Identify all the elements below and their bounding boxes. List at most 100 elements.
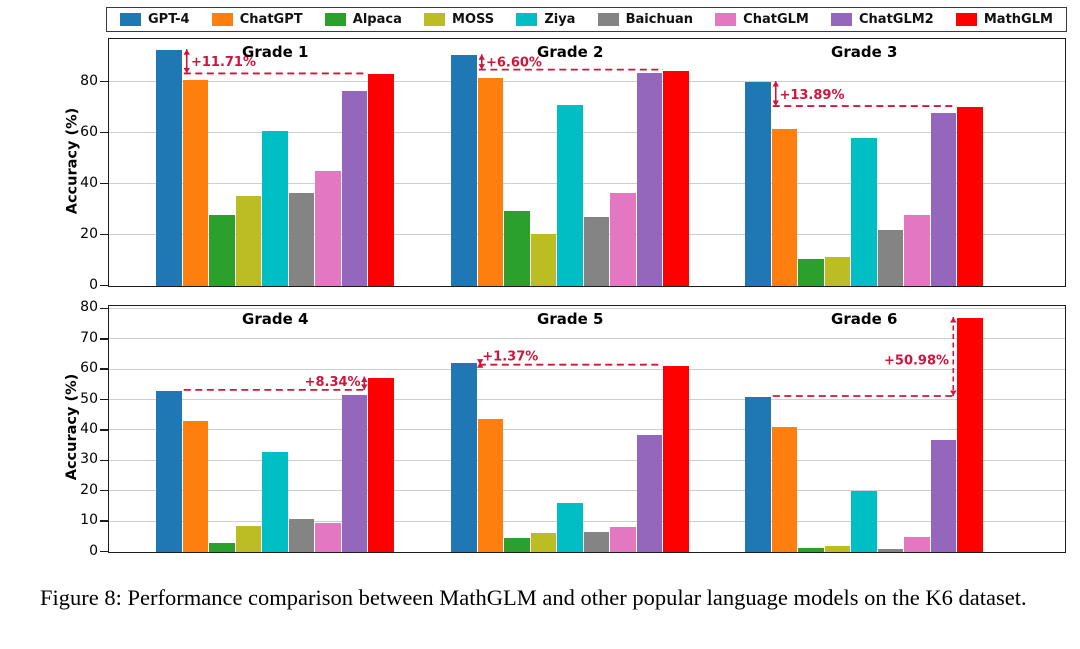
y-tick-label: 10 [80, 512, 98, 529]
gridline [109, 399, 1065, 400]
bar-ziya-grade-1 [262, 130, 288, 286]
gridline [109, 368, 1065, 370]
annotation-grade-6: +50.98% [772, 316, 957, 397]
legend-item-gpt-4: GPT-4 [120, 12, 190, 27]
panel-title-grade-5: Grade 5 [537, 310, 604, 328]
bar-alpaca-grade-3 [798, 259, 824, 286]
bar-gpt-4-grade-2 [451, 55, 477, 286]
annotation-text-grade-5: +1.37% [482, 350, 538, 365]
y-tick-mark [100, 520, 108, 522]
bar-chatgpt-grade-6 [771, 427, 798, 552]
bar-mathglm-grade-1 [368, 74, 394, 286]
bar-moss-grade-2 [530, 233, 557, 286]
gridline [109, 459, 1065, 461]
legend-label-ziya: Ziya [544, 12, 576, 27]
legend-label-mathglm: MathGLM [983, 12, 1053, 27]
y-tick-label: 50 [80, 390, 98, 407]
bar-chatgpt-grade-3 [771, 129, 798, 286]
annotation-text-grade-6: +50.98% [884, 354, 949, 369]
y-tick-mark [100, 337, 108, 340]
annotation-text-grade-3: +13.89% [779, 88, 844, 103]
bar-ziya-grade-5 [557, 503, 583, 552]
legend-item-mathglm: MathGLM [955, 12, 1053, 27]
bar-moss-grade-1 [235, 195, 262, 286]
legend-swatch-baichuan [597, 13, 619, 26]
y-tick-mark [100, 459, 108, 462]
chart-legend: GPT-4 ChatGPT Alpaca MOSS Ziya Baichuan ChatGL… [106, 7, 1067, 32]
legend-label-moss: MOSS [452, 12, 495, 27]
bar-gpt-4-grade-3 [745, 82, 771, 286]
bar-baichuan-grade-3 [877, 229, 904, 286]
y-tick-mark [100, 489, 108, 492]
bar-chatglm2-grade-2 [636, 73, 663, 286]
y-tick-mark [100, 233, 108, 236]
legend-swatch-mathglm [955, 13, 977, 26]
panel-title-grade-4: Grade 4 [242, 310, 309, 328]
bar-alpaca-grade-2 [504, 210, 530, 286]
y-tick-label: 40 [80, 420, 98, 437]
legend-label-chatglm: ChatGLM [743, 12, 809, 27]
panel-title-grade-3: Grade 3 [831, 43, 898, 61]
y-tick-label: 0 [89, 276, 98, 293]
bar-ziya-grade-3 [851, 138, 877, 286]
bar-ziya-grade-6 [851, 491, 877, 552]
y-tick-mark [100, 80, 108, 83]
y-tick-label: 20 [80, 481, 98, 498]
bar-chatglm-grade-5 [610, 526, 636, 552]
bar-ziya-grade-4 [262, 451, 288, 552]
legend-label-chatgpt: ChatGPT [239, 12, 303, 27]
gridline [109, 429, 1065, 431]
y-tick-label: 80 [80, 299, 98, 316]
bar-chatgpt-grade-2 [477, 78, 504, 286]
y-tick-label: 0 [89, 542, 98, 559]
legend-item-chatglm: ChatGLM [715, 12, 809, 27]
y-tick-label: 80 [80, 72, 98, 89]
gridline [109, 81, 1065, 83]
y-tick-mark [100, 550, 108, 553]
bar-chatglm2-grade-3 [930, 112, 957, 286]
y-tick-mark [100, 368, 108, 370]
annotation-grade-3: +13.89% [772, 81, 957, 107]
legend-swatch-moss [424, 13, 446, 26]
legend-label-alpaca: Alpaca [352, 12, 402, 27]
bar-mathglm-grade-5 [663, 365, 689, 552]
bar-chatglm-grade-6 [904, 537, 930, 552]
y-tick-label: 20 [80, 225, 98, 242]
chart-row-2: Accuracy (%) 0 10 20 30 40 50 60 70 80 Grade 4 Grad… [0, 299, 1080, 559]
bar-gpt-4-grade-5 [451, 363, 477, 552]
bar-alpaca-grade-6 [798, 548, 824, 552]
bar-moss-grade-4 [235, 525, 262, 552]
bar-baichuan-grade-5 [583, 531, 610, 552]
bar-gpt-4-grade-1 [156, 50, 182, 286]
bar-ziya-grade-2 [557, 105, 583, 286]
bar-mathglm-grade-3 [957, 107, 983, 286]
panel-title-grade-1: Grade 1 [242, 43, 309, 61]
bar-baichuan-grade-1 [288, 192, 315, 286]
legend-item-baichuan: Baichuan [597, 12, 693, 27]
legend-item-chatglm2: ChatGLM2 [831, 12, 934, 27]
gridline [109, 338, 1065, 340]
bar-baichuan-grade-2 [583, 217, 610, 286]
bar-gpt-4-grade-6 [745, 396, 771, 552]
legend-label-gpt-4: GPT-4 [148, 12, 190, 27]
bar-mathglm-grade-4 [368, 377, 394, 552]
y-tick-mark [100, 398, 108, 401]
bar-chatglm2-grade-1 [341, 91, 368, 286]
legend-swatch-chatgpt [211, 13, 233, 26]
panel-title-grade-6: Grade 6 [831, 310, 898, 328]
legend-swatch-gpt-4 [120, 13, 141, 26]
y-tick-label: 60 [80, 123, 98, 140]
y-tick-label: 70 [80, 329, 98, 346]
y-tick-mark [100, 429, 108, 431]
legend-swatch-chatglm [715, 13, 737, 26]
panel-title-grade-2: Grade 2 [537, 43, 604, 61]
legend-item-ziya: Ziya [516, 12, 575, 27]
bar-mathglm-grade-2 [663, 70, 689, 286]
y-tick-mark [100, 284, 108, 287]
legend-swatch-ziya [516, 13, 538, 26]
bar-chatgpt-grade-4 [182, 420, 209, 552]
legend-item-moss: MOSS [424, 12, 494, 27]
y-tick-mark [100, 131, 108, 134]
gridline [109, 490, 1065, 492]
